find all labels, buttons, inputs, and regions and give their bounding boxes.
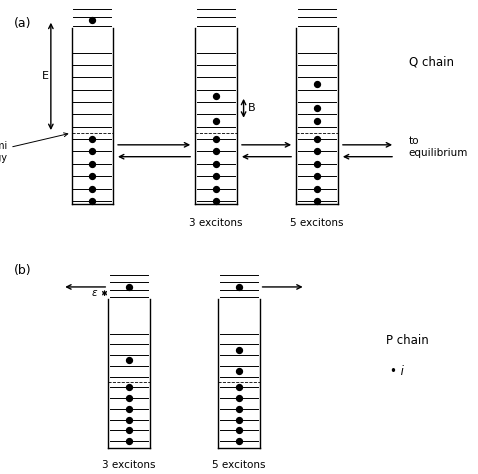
Point (235, 283, 243, 291)
Point (313, 173, 321, 180)
Point (212, 148, 220, 155)
Point (125, 356, 133, 364)
Text: P chain: P chain (386, 334, 429, 347)
Point (212, 185, 220, 192)
Text: B: B (248, 103, 256, 113)
Point (125, 383, 133, 391)
Point (235, 405, 243, 412)
Point (313, 148, 321, 155)
Point (212, 197, 220, 205)
Point (212, 136, 220, 143)
Point (212, 117, 220, 124)
Text: Q chain: Q chain (409, 55, 454, 68)
Point (88, 136, 96, 143)
Text: to
equilibrium: to equilibrium (409, 137, 468, 158)
Text: 5 excitons: 5 excitons (212, 460, 266, 470)
Point (125, 283, 133, 291)
Point (235, 427, 243, 434)
Point (313, 136, 321, 143)
Point (235, 394, 243, 402)
Point (88, 197, 96, 205)
Point (212, 160, 220, 168)
Point (313, 197, 321, 205)
Point (235, 437, 243, 445)
Point (88, 160, 96, 168)
Point (212, 92, 220, 100)
Text: 5 excitons: 5 excitons (290, 219, 344, 228)
Point (313, 185, 321, 192)
Point (313, 104, 321, 112)
Text: • i: • i (391, 365, 404, 378)
Point (313, 160, 321, 168)
Text: E: E (42, 72, 49, 82)
Point (88, 173, 96, 180)
Text: Fermi
energy: Fermi energy (0, 133, 68, 163)
Point (88, 185, 96, 192)
Point (212, 173, 220, 180)
Text: (b): (b) (14, 264, 32, 277)
Point (125, 416, 133, 423)
Point (235, 383, 243, 391)
Point (88, 148, 96, 155)
Point (125, 405, 133, 412)
Point (313, 117, 321, 124)
Point (235, 416, 243, 423)
Text: 3 excitons: 3 excitons (189, 219, 243, 228)
Point (235, 346, 243, 354)
Point (125, 437, 133, 445)
Point (125, 427, 133, 434)
Text: (a): (a) (14, 17, 32, 29)
Point (313, 80, 321, 87)
Point (88, 16, 96, 24)
Point (235, 367, 243, 375)
Text: ε: ε (92, 288, 98, 298)
Point (125, 394, 133, 402)
Text: 3 excitons: 3 excitons (102, 460, 156, 470)
